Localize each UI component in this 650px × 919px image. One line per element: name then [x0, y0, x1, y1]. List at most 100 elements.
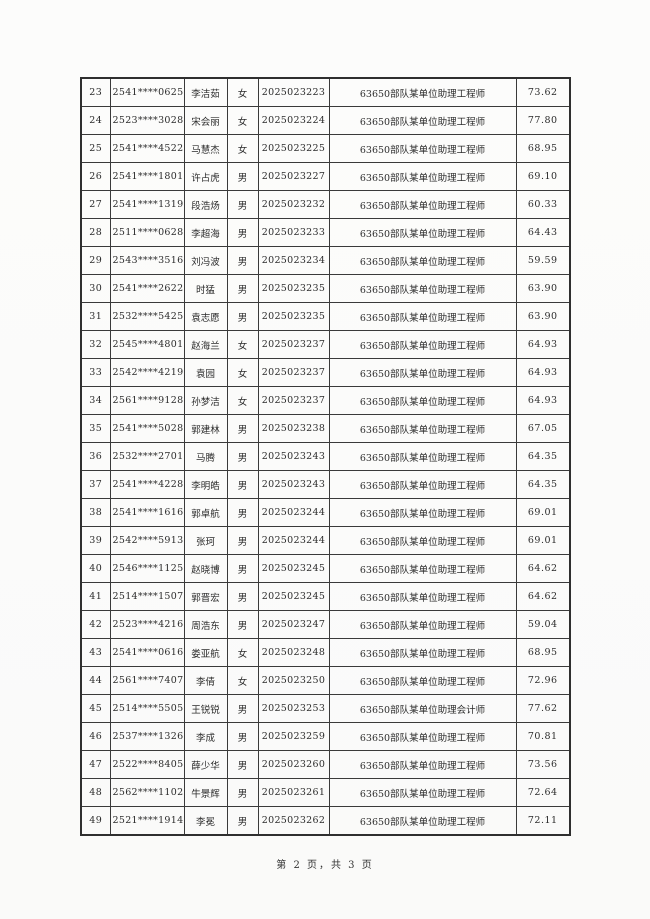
id-number-cell: 2561****7407: [109, 666, 185, 695]
row-number-cell: 25: [80, 134, 111, 163]
exam-number-cell: 2025023247: [257, 610, 330, 639]
name-cell: 赵晓博: [183, 554, 228, 583]
table-row: 26 2541****1801 许占虎男 2025023227 63650部队某单位助理…: [80, 162, 571, 191]
gender-cell: 女: [226, 666, 259, 695]
id-number-cell: 2521****1914: [109, 806, 185, 836]
position-cell: 63650部队某单位助理工程师: [328, 330, 517, 359]
row-number-cell: 30: [80, 274, 111, 303]
name-cell: 张珂: [183, 526, 228, 555]
row-number-cell: 27: [80, 190, 111, 219]
row-number-cell: 40: [80, 554, 111, 583]
exam-number-cell: 2025023260: [257, 750, 330, 779]
name-cell: 孙梦洁: [183, 386, 228, 415]
name-cell: 马慧杰: [183, 134, 228, 163]
gender-cell: 女: [226, 77, 259, 107]
score-cell: 72.64: [515, 778, 571, 807]
position-cell: 63650部队某单位助理工程师: [328, 442, 517, 471]
score-cell: 64.35: [515, 442, 571, 471]
id-number-cell: 2562****1102: [109, 778, 185, 807]
gender-cell: 男: [226, 806, 259, 836]
position-cell: 63650部队某单位助理工程师: [328, 498, 517, 527]
table-row: 25 2541****4522 马慧杰女 2025023225 63650部队某单位助理…: [80, 134, 571, 163]
id-number-cell: 2545****4801: [109, 330, 185, 359]
exam-number-cell: 2025023223: [257, 77, 330, 107]
score-cell: 68.95: [515, 638, 571, 667]
position-cell: 63650部队某单位助理工程师: [328, 218, 517, 247]
name-cell: 李成: [183, 722, 228, 751]
gender-cell: 女: [226, 134, 259, 163]
row-number-cell: 47: [80, 750, 111, 779]
name-cell: 王锐锐: [183, 694, 228, 723]
position-cell: 63650部队某单位助理工程师: [328, 190, 517, 219]
gender-cell: 女: [226, 106, 259, 135]
gender-cell: 男: [226, 554, 259, 583]
gender-cell: 男: [226, 162, 259, 191]
row-number-cell: 41: [80, 582, 111, 611]
id-number-cell: 2543****3516: [109, 246, 185, 275]
position-cell: 63650部队某单位助理工程师: [328, 526, 517, 555]
position-cell: 63650部队某单位助理工程师: [328, 386, 517, 415]
exam-number-cell: 2025023238: [257, 414, 330, 443]
table-row: 39 2542****5913 张珂男 2025023244 63650部队某单位助理工…: [80, 526, 571, 555]
exam-number-cell: 2025023233: [257, 218, 330, 247]
id-number-cell: 2532****5425: [109, 302, 185, 331]
name-cell: 周浩东: [183, 610, 228, 639]
id-number-cell: 2541****1319: [109, 190, 185, 219]
id-number-cell: 2541****0616: [109, 638, 185, 667]
exam-number-cell: 2025023234: [257, 246, 330, 275]
table-row: 36 2532****2701 马腾男 2025023243 63650部队某单位助理工…: [80, 442, 571, 471]
position-cell: 63650部队某单位助理工程师: [328, 582, 517, 611]
position-cell: 63650部队某单位助理工程师: [328, 610, 517, 639]
id-number-cell: 2522****8405: [109, 750, 185, 779]
score-cell: 60.33: [515, 190, 571, 219]
position-cell: 63650部队某单位助理工程师: [328, 134, 517, 163]
row-number-cell: 37: [80, 470, 111, 499]
exam-number-cell: 2025023244: [257, 526, 330, 555]
gender-cell: 男: [226, 274, 259, 303]
row-number-cell: 44: [80, 666, 111, 695]
gender-cell: 男: [226, 470, 259, 499]
table-row: 34 2561****9128 孙梦洁女 2025023237 63650部队某单位助理…: [80, 386, 571, 415]
id-number-cell: 2511****0628: [109, 218, 185, 247]
gender-cell: 男: [226, 582, 259, 611]
table-row: 46 2537****1326 李成男 2025023259 63650部队某单位助理工…: [80, 722, 571, 751]
row-number-cell: 36: [80, 442, 111, 471]
row-number-cell: 38: [80, 498, 111, 527]
score-cell: 64.43: [515, 218, 571, 247]
name-cell: 李冕: [183, 806, 228, 836]
position-cell: 63650部队某单位助理工程师: [328, 162, 517, 191]
name-cell: 薛少华: [183, 750, 228, 779]
exam-number-cell: 2025023245: [257, 582, 330, 611]
score-cell: 77.80: [515, 106, 571, 135]
position-cell: 63650部队某单位助理工程师: [328, 638, 517, 667]
name-cell: 李倩: [183, 666, 228, 695]
table-row: 43 2541****0616 娄亚航女 2025023248 63650部队某单位助理…: [80, 638, 571, 667]
id-number-cell: 2541****4522: [109, 134, 185, 163]
name-cell: 袁志愿: [183, 302, 228, 331]
exam-number-cell: 2025023232: [257, 190, 330, 219]
gender-cell: 男: [226, 750, 259, 779]
id-number-cell: 2537****1326: [109, 722, 185, 751]
table-row: 31 2532****5425 袁志愿男 2025023235 63650部队某单位助理…: [80, 302, 571, 331]
name-cell: 袁园: [183, 358, 228, 387]
table-row: 32 2545****4801 赵海兰女 2025023237 63650部队某单位助理…: [80, 330, 571, 359]
exam-number-cell: 2025023237: [257, 358, 330, 387]
id-number-cell: 2541****2622: [109, 274, 185, 303]
exam-number-cell: 2025023259: [257, 722, 330, 751]
score-cell: 68.95: [515, 134, 571, 163]
exam-number-cell: 2025023261: [257, 778, 330, 807]
gender-cell: 男: [226, 414, 259, 443]
score-cell: 72.11: [515, 806, 571, 836]
name-cell: 宋会丽: [183, 106, 228, 135]
id-number-cell: 2541****1801: [109, 162, 185, 191]
page-footer: 第 2 页，共 3 页: [276, 860, 374, 871]
gender-cell: 男: [226, 722, 259, 751]
id-number-cell: 2514****5505: [109, 694, 185, 723]
name-cell: 马腾: [183, 442, 228, 471]
gender-cell: 男: [226, 302, 259, 331]
exam-number-cell: 2025023225: [257, 134, 330, 163]
exam-number-cell: 2025023224: [257, 106, 330, 135]
score-cell: 63.90: [515, 302, 571, 331]
table-row: 27 2541****1319 段浩炀男 2025023232 63650部队某单位助理…: [80, 190, 571, 219]
name-cell: 刘冯波: [183, 246, 228, 275]
